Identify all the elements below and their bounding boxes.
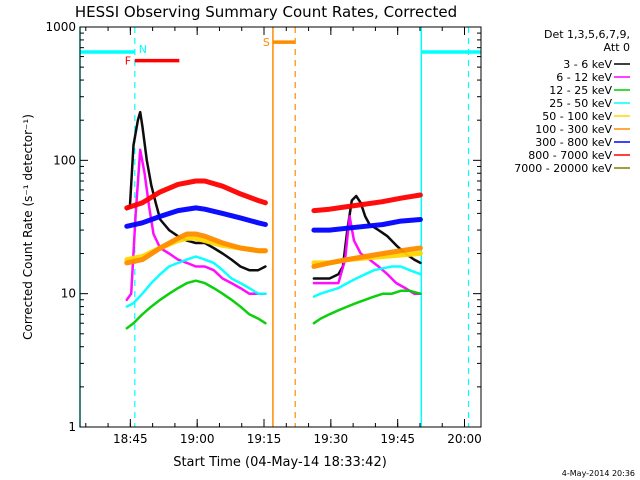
- legend-label: 25 - 50 keV: [549, 97, 612, 110]
- x-tick-label: 20:00: [447, 432, 482, 446]
- x-tick-label: 19:45: [380, 432, 415, 446]
- legend-label: 50 - 100 keV: [542, 110, 612, 123]
- x-tick-label: 19:15: [247, 432, 282, 446]
- flare-label: F: [125, 55, 131, 68]
- legend-header-line-2: Att 0: [604, 41, 630, 54]
- series-line-100_300keV: [124, 231, 423, 269]
- y-axis-label: Corrected Count Rate (s⁻¹ detector⁻¹): [21, 114, 35, 340]
- y-tick-label: 1000: [45, 20, 76, 34]
- y-tick-label: 100: [53, 153, 76, 167]
- series-line-800_7000keV: [124, 178, 423, 214]
- saa-label: S: [263, 36, 270, 49]
- legend-label: 7000 - 20000 keV: [514, 162, 612, 175]
- x-tick-label: 18:45: [113, 432, 148, 446]
- night-label: N: [139, 43, 147, 56]
- legend-header-line-1: Det 1,3,5,6,7,9,: [544, 28, 630, 41]
- footer-date: 4-May-2014 20:36: [562, 469, 635, 478]
- legend-label: 6 - 12 keV: [556, 71, 612, 84]
- x-tick-label: 19:30: [314, 432, 349, 446]
- series-line-12_25keV: [125, 279, 422, 330]
- plot-area: NF S: [79, 27, 481, 427]
- x-axis-label: Start Time (04-May-14 18:33:42): [173, 455, 387, 470]
- y-tick-label: 1: [68, 420, 76, 434]
- x-tick-label: 19:00: [180, 432, 215, 446]
- legend-label: 100 - 300 keV: [535, 123, 612, 136]
- legend-label: 12 - 25 keV: [549, 84, 612, 97]
- plot-frame: [79, 26, 482, 428]
- legend-label: 800 - 7000 keV: [528, 149, 612, 162]
- legend-label: 300 - 800 keV: [535, 136, 612, 149]
- y-tick-label: 10: [61, 287, 76, 301]
- series-line-25_50keV: [125, 255, 422, 308]
- series-line-300_800keV: [124, 205, 423, 233]
- legend-label: 3 - 6 keV: [563, 58, 612, 71]
- chart-title: HESSI Observing Summary Count Rates, Cor…: [75, 3, 457, 21]
